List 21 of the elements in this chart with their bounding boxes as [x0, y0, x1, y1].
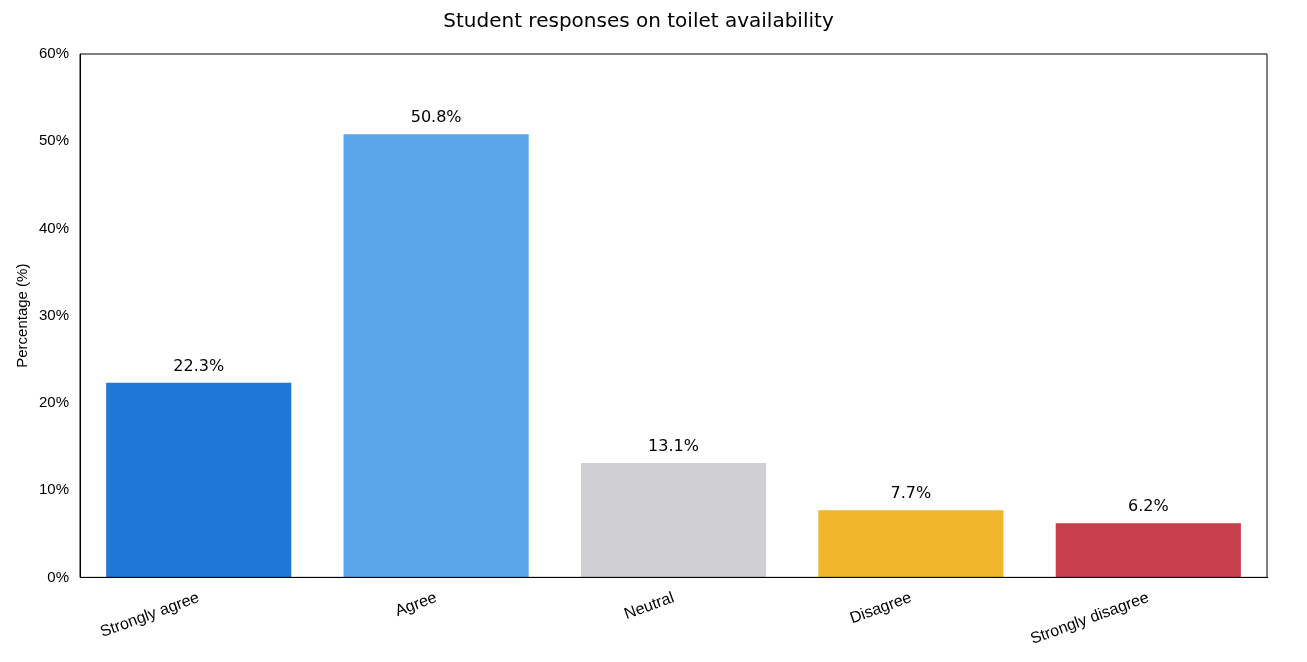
data-label: 6.2%: [1127, 496, 1169, 516]
y-tick-label: 50%: [38, 131, 70, 149]
y-tick-label: 10%: [38, 480, 70, 498]
y-tick-label: 30%: [38, 305, 70, 323]
data-label: 13.1%: [648, 436, 699, 456]
bar: [343, 134, 529, 578]
bar: [106, 382, 292, 578]
bar: [580, 463, 767, 578]
y-axis-title: Percentage (%): [13, 263, 31, 368]
bar: [818, 510, 1004, 578]
chart-title: Student responses on toilet availability: [443, 8, 834, 33]
y-tick-label: 0%: [47, 567, 70, 585]
y-tick-label: 40%: [38, 218, 70, 236]
data-label: 22.3%: [173, 356, 225, 376]
y-tick-label: 60%: [38, 44, 70, 62]
data-label: 7.7%: [890, 483, 932, 503]
bar: [1055, 523, 1241, 578]
x-tick-label: Strongly agree: [97, 588, 202, 640]
y-tick-label: 20%: [38, 393, 70, 411]
x-tick-label: Agree: [392, 588, 439, 619]
data-label: 50.8%: [410, 107, 462, 127]
